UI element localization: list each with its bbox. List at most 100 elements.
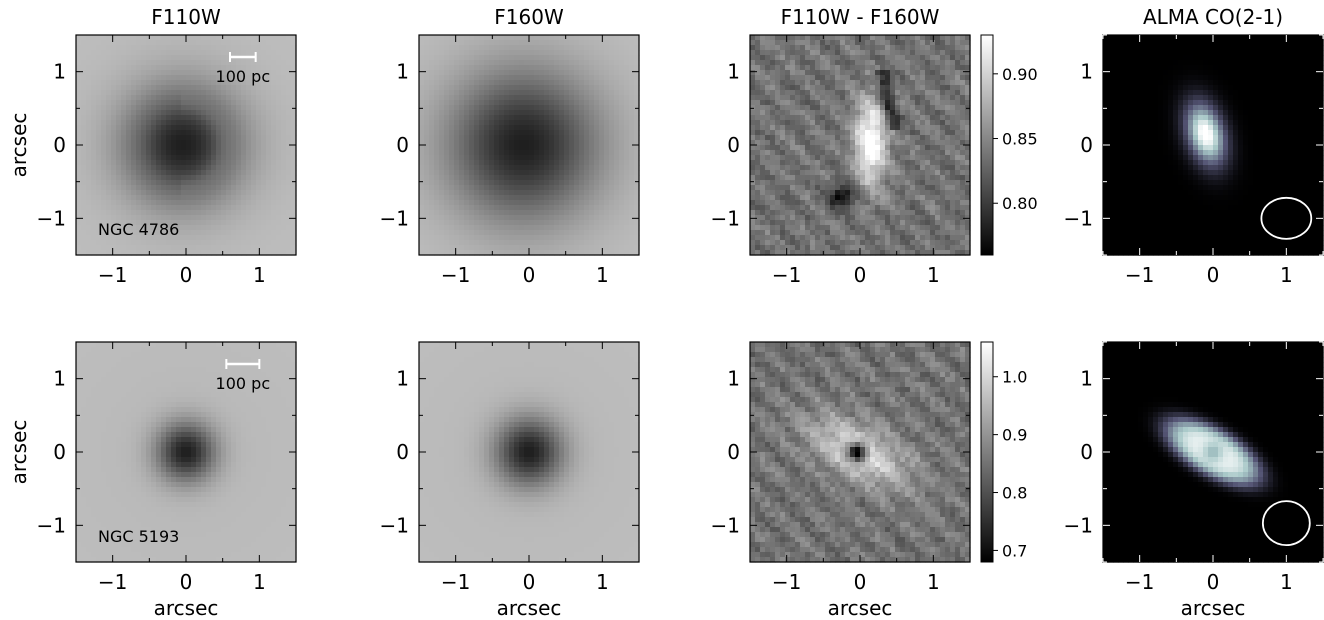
pixel: [579, 200, 585, 206]
pixel: [459, 165, 465, 171]
pixel: [544, 135, 550, 141]
pixel: [609, 220, 615, 226]
pixel: [825, 45, 831, 51]
pixel: [251, 85, 257, 91]
pixel: [464, 50, 470, 56]
pixel: [790, 50, 796, 56]
pixel: [186, 75, 192, 81]
pixel: [241, 90, 247, 96]
pixel: [141, 105, 147, 111]
pixel: [241, 65, 247, 71]
pixel: [201, 110, 207, 116]
pixel: [191, 105, 197, 111]
pixel: [810, 160, 816, 166]
pixel: [181, 170, 187, 176]
pixel: [231, 185, 237, 191]
pixel: [860, 115, 866, 121]
pixel: [161, 230, 167, 236]
pixel: [750, 110, 756, 116]
pixel: [241, 95, 247, 101]
pixel: [599, 80, 605, 86]
pixel: [256, 105, 262, 111]
pixel: [211, 160, 217, 166]
pixel: [514, 180, 520, 186]
pixel: [76, 135, 82, 141]
pixel: [840, 215, 846, 221]
pixel: [176, 165, 182, 171]
pixel: [449, 105, 455, 111]
pixel: [770, 40, 776, 46]
pixel: [840, 45, 846, 51]
pixel: [790, 35, 796, 41]
pixel: [529, 200, 535, 206]
pixel: [614, 170, 620, 176]
pixel: [479, 90, 485, 96]
pixel: [131, 40, 137, 46]
pixel: [589, 40, 595, 46]
pixel: [186, 100, 192, 106]
pixel: [454, 220, 460, 226]
pixel: [499, 185, 505, 191]
pixel: [231, 105, 237, 111]
pixel: [529, 135, 535, 141]
pixel: [191, 160, 197, 166]
pixel: [494, 225, 500, 231]
pixel: [599, 40, 605, 46]
pixel: [251, 230, 257, 236]
pixel: [614, 190, 620, 196]
pixel: [211, 180, 217, 186]
pixel: [619, 120, 625, 126]
pixel: [429, 40, 435, 46]
pixel: [584, 75, 590, 81]
pixel: [855, 125, 861, 131]
pixel: [464, 165, 470, 171]
pixel: [634, 145, 640, 151]
pixel: [534, 190, 540, 196]
pixel: [609, 55, 615, 61]
pixel: [484, 230, 490, 236]
pixel: [419, 45, 425, 51]
pixel: [246, 175, 252, 181]
pixel: [281, 200, 287, 206]
pixel: [76, 100, 82, 106]
pixel: [820, 80, 826, 86]
pixel: [524, 60, 530, 66]
pixel: [206, 145, 212, 151]
pixel: [509, 115, 515, 121]
pixel: [609, 150, 615, 156]
pixel: [221, 115, 227, 121]
pixel: [790, 115, 796, 121]
pixel: [780, 165, 786, 171]
pixel: [216, 35, 222, 41]
pixel: [790, 125, 796, 131]
pixel: [111, 140, 117, 146]
pixel: [865, 50, 871, 56]
pixel: [221, 215, 227, 221]
pixel: [840, 155, 846, 161]
pixel: [544, 230, 550, 236]
pixel: [479, 155, 485, 161]
pixel: [509, 160, 515, 166]
pixel: [106, 135, 112, 141]
pixel: [544, 190, 550, 196]
pixel: [614, 185, 620, 191]
pixel: [765, 150, 771, 156]
pixel: [449, 245, 455, 251]
pixel: [534, 175, 540, 181]
pixel: [569, 55, 575, 61]
pixel: [286, 160, 292, 166]
pixel: [609, 160, 615, 166]
pixel: [785, 45, 791, 51]
pixel: [181, 180, 187, 186]
pixel: [216, 110, 222, 116]
pixel: [251, 175, 257, 181]
pixel: [494, 250, 500, 256]
pixel: [136, 110, 142, 116]
pixel: [281, 140, 287, 146]
pixel: [151, 95, 157, 101]
pixel: [419, 170, 425, 176]
pixel: [830, 150, 836, 156]
pixel: [266, 225, 272, 231]
pixel: [171, 140, 177, 146]
pixel: [599, 245, 605, 251]
